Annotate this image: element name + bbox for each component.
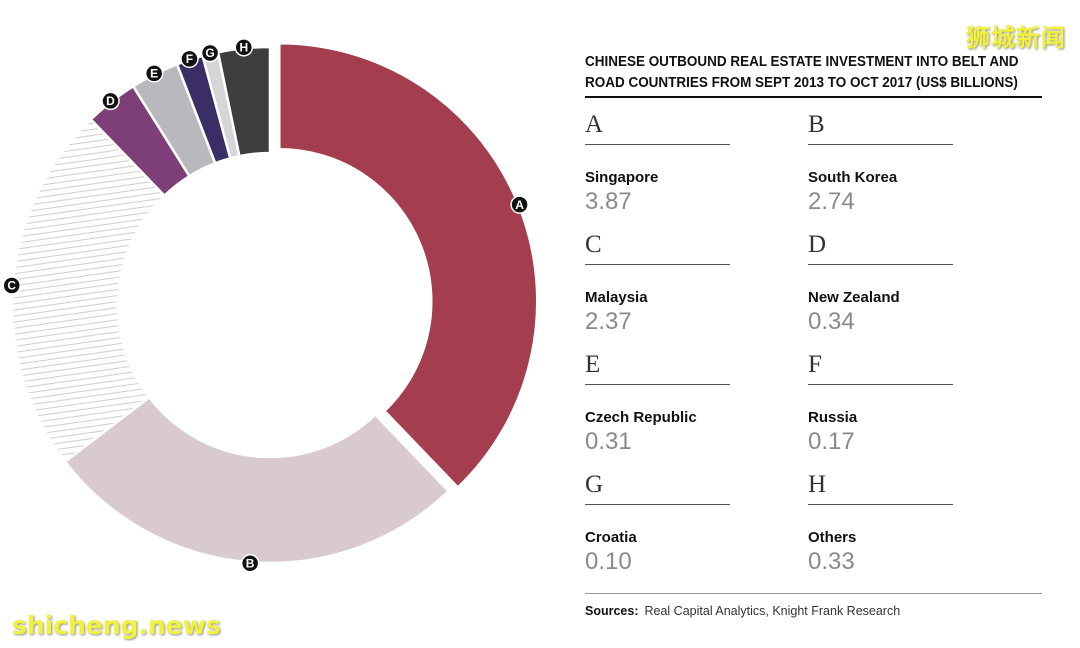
legend-value: 0.10 [585, 548, 632, 575]
legend-letter: B [808, 111, 825, 138]
legend-country: South Korea [808, 169, 898, 186]
legend-country: Malaysia [585, 289, 648, 306]
slice-marker-g [200, 43, 220, 63]
slice-marker-d [101, 91, 120, 111]
slice-marker-c [2, 276, 21, 295]
legend-rule [585, 264, 730, 265]
legend-item-f: F Russia 0.17 [808, 350, 958, 456]
slice-marker-label-a: A [515, 198, 524, 212]
legend-letter: D [808, 231, 827, 258]
slice-marker-label-f: F [186, 52, 193, 66]
sources-text: Real Capital Analytics, Knight Frank Res… [644, 604, 901, 618]
legend-rule [808, 264, 953, 265]
legend-value: 0.33 [808, 548, 855, 575]
legend-rule [808, 384, 953, 385]
legend-item-h: H Others 0.33 [808, 470, 958, 576]
legend-rule [585, 144, 730, 145]
legend-item-d: D New Zealand 0.34 [808, 230, 958, 336]
slice-marker-label-d: D [106, 94, 115, 108]
sources-label: Sources: [585, 604, 639, 618]
legend-value: 2.74 [808, 188, 855, 215]
legend-letter: F [808, 351, 822, 378]
donut-chart: A B C D E F G H [2, 38, 539, 573]
chart-title: CHINESE OUTBOUND REAL ESTATE INVESTMENT … [585, 54, 1019, 91]
sources-note: Sources: Real Capital Analytics, Knight F… [585, 604, 900, 618]
slice-marker-label-e: E [150, 67, 158, 81]
title-divider [585, 96, 1042, 98]
slice-a [278, 42, 539, 490]
slice-c [10, 117, 167, 464]
sources-divider [585, 593, 1042, 594]
legend-value: 3.87 [585, 188, 632, 215]
legend-country: Others [808, 529, 857, 546]
legend-letter: E [585, 351, 601, 378]
slice-marker-b [240, 553, 260, 573]
legend-rule [585, 504, 730, 505]
brand-logo-text: 狮城新闻 [966, 24, 1066, 52]
legend-value: 2.37 [585, 308, 632, 335]
legend-value: 0.17 [808, 428, 855, 455]
legend-rule [808, 504, 953, 505]
legend-item-e: E Czech Republic 0.31 [585, 350, 735, 456]
slice-marker-label-b: B [246, 556, 255, 570]
legend-letter: G [585, 471, 604, 498]
slice-marker-e [144, 64, 164, 83]
legend-value: 0.34 [808, 308, 855, 335]
legend-rule [585, 384, 730, 385]
legend-item-b: B South Korea 2.74 [808, 110, 958, 216]
slice-marker-label-h: H [239, 41, 248, 55]
legend-value: 0.31 [585, 428, 632, 455]
legend-letter: A [585, 111, 604, 138]
slice-b [63, 395, 451, 565]
legend-letter: H [808, 471, 827, 498]
slice-marker-h [234, 38, 254, 57]
slice-marker-label-g: G [205, 46, 214, 60]
legend-country: Czech Republic [585, 409, 697, 426]
legend-country: Singapore [585, 169, 659, 186]
brand-url: shicheng.news [12, 611, 221, 640]
legend-country: Croatia [585, 529, 637, 546]
legend-rule [808, 144, 953, 145]
slice-marker-f [180, 49, 199, 69]
legend-country: Russia [808, 409, 858, 426]
legend-country: New Zealand [808, 289, 900, 306]
legend-letter: C [585, 231, 602, 258]
legend-item-a: A Singapore 3.87 [585, 110, 735, 216]
legend-item-c: C Malaysia 2.37 [585, 230, 735, 336]
legend-item-g: G Croatia 0.10 [585, 470, 735, 576]
slice-marker-label-c: C [7, 279, 16, 293]
slice-marker-a [510, 195, 529, 214]
